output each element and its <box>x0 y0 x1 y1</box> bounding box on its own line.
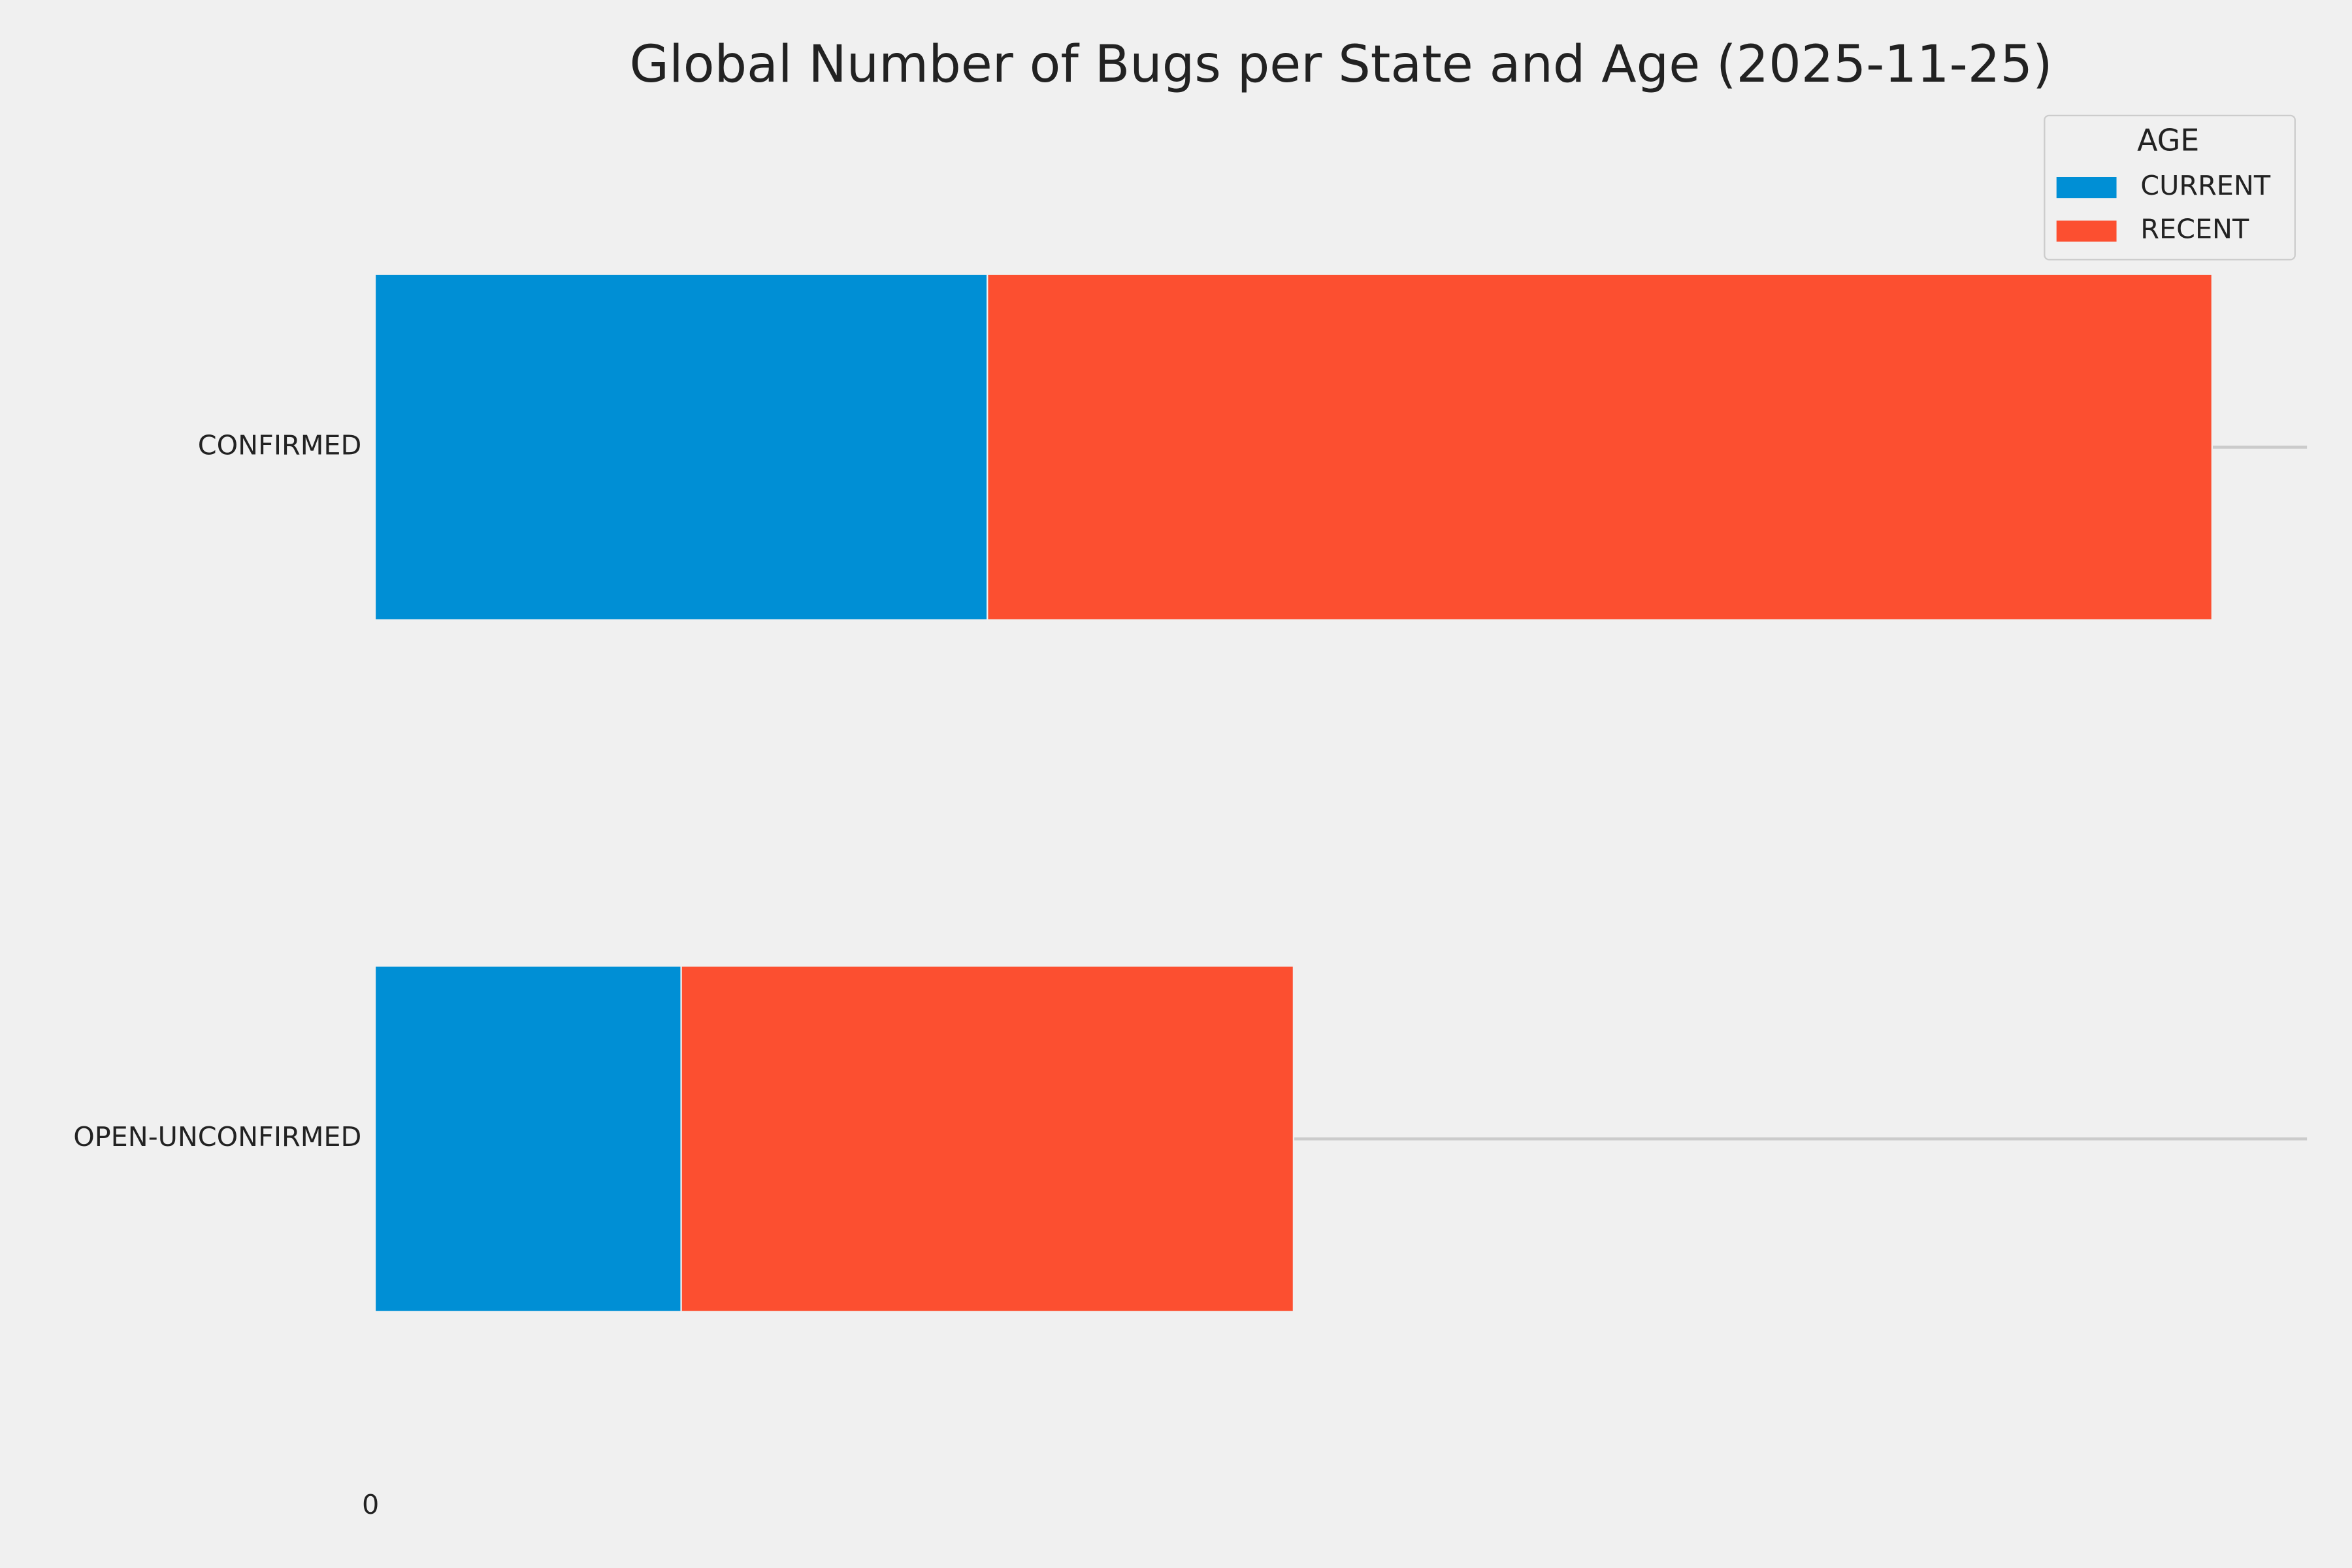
bar-segment <box>374 273 988 621</box>
y-tick-label: OPEN-UNCONFIRMED <box>73 1121 361 1152</box>
x-tick-label: 0 <box>362 1489 379 1520</box>
legend-title: AGE <box>2137 123 2199 158</box>
bar-segment <box>374 965 682 1313</box>
bar-segment <box>987 273 2213 621</box>
chart-title: Global Number of Bugs per State and Age … <box>630 35 2053 94</box>
bar-segment <box>680 965 1295 1313</box>
legend-swatch <box>2056 177 2117 199</box>
legend-swatch <box>2056 220 2117 242</box>
legend-label: CURRENT <box>2140 170 2271 201</box>
y-tick-label: CONFIRMED <box>198 429 362 461</box>
legend-label: RECENT <box>2140 214 2249 245</box>
